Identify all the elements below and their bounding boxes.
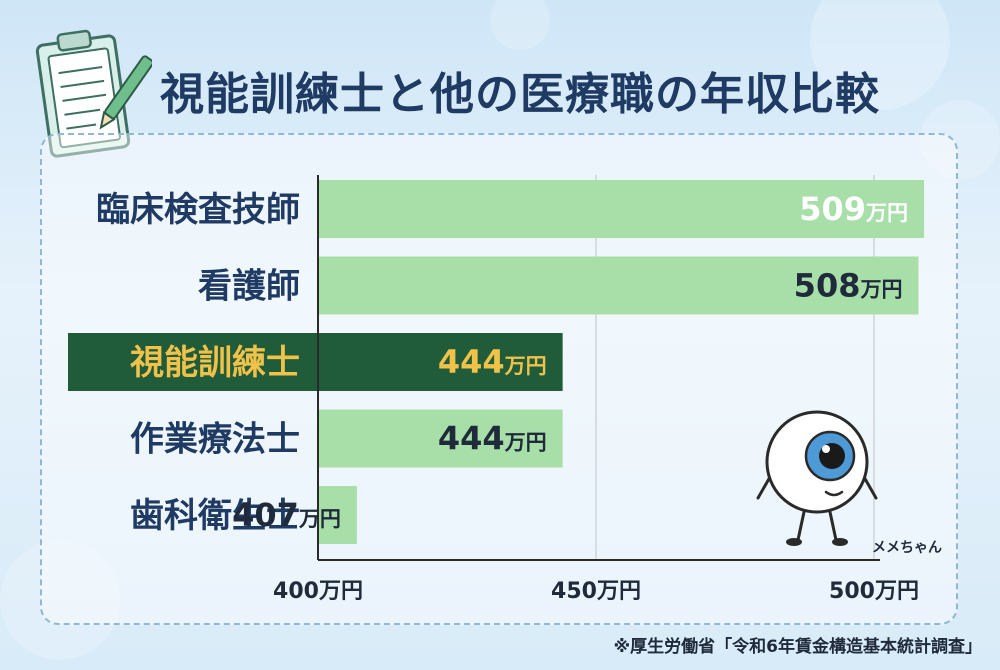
value-label: 509万円 [799, 190, 908, 228]
category-label: 視能訓練士 [130, 343, 300, 383]
value-label: 508万円 [794, 267, 903, 305]
bar [318, 486, 357, 544]
category-label: 看護師 [198, 267, 300, 307]
mascot-name: メメちゃん [872, 540, 942, 556]
x-tick-label: 400万円 [273, 579, 363, 604]
value-label: 444万円 [438, 343, 547, 381]
value-label: 444万円 [438, 420, 547, 458]
page-title: 視能訓練士と他の医療職の年収比較 [160, 69, 880, 120]
x-tick-label: 450万円 [551, 579, 641, 604]
value-label: 407万円 [232, 496, 341, 534]
bar [318, 409, 563, 468]
x-tick-label: 500万円 [829, 579, 919, 604]
bar [318, 256, 919, 315]
bar [318, 180, 925, 238]
eyeball-mascot-icon [756, 410, 878, 546]
source-note: ※厚生労働省「令和6年賃金構造基本統計調査」 [613, 637, 982, 657]
clipboard-icon [35, 29, 152, 158]
category-label: 歯科衛生士 [130, 496, 300, 536]
category-label: 臨床検査技師 [96, 190, 300, 230]
bar-highlight [68, 333, 563, 391]
category-label: 作業療法士 [130, 420, 300, 460]
